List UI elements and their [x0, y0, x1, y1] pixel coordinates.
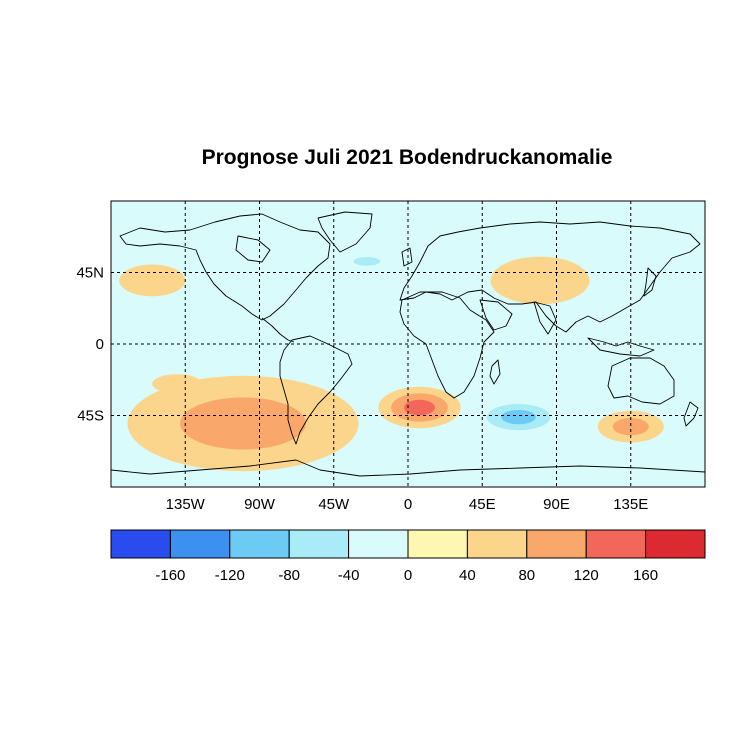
- anomaly-region-asia-high: [490, 256, 590, 305]
- anomaly-level-80: [180, 397, 306, 450]
- anomaly-level--80: [353, 257, 381, 266]
- colorbar-box: [407, 529, 468, 559]
- anomaly-level-80: [612, 417, 649, 436]
- anomaly-region-south-atlantic-high: [378, 386, 461, 429]
- colorbar-label: 80: [518, 567, 535, 584]
- map-frame: [110, 200, 706, 488]
- anomaly-level-40: [119, 264, 186, 297]
- lat-tick-label: 45S: [77, 408, 104, 425]
- colorbar-box: [169, 529, 231, 559]
- colorbar-label: 0: [404, 567, 412, 584]
- colorbar-labels: -160 -120 -80 -40 0 40 80 120 160: [155, 567, 658, 584]
- anomaly-level-120: [404, 399, 436, 416]
- colorbar-box: [110, 529, 171, 559]
- colorbar-box: [348, 529, 409, 559]
- colorbar-label: 40: [459, 567, 476, 584]
- lon-tick-label: 135W: [166, 496, 206, 513]
- lat-tick-label: 45N: [76, 265, 104, 282]
- colorbar-box: [288, 529, 350, 559]
- colorbar-box: [466, 529, 528, 559]
- anomaly-region-north-pacific-high: [119, 264, 186, 297]
- anomaly-level-40: [152, 374, 202, 394]
- colorbar-box: [645, 529, 706, 559]
- lat-tick-labels: 45N 0 45S: [76, 265, 104, 425]
- colorbar-box: [585, 529, 647, 559]
- lon-tick-label: 90E: [543, 496, 570, 513]
- lon-tick-label: 90W: [244, 496, 276, 513]
- colorbar-box: [526, 529, 587, 559]
- lon-tick-label: 45W: [318, 496, 350, 513]
- graticule: [111, 201, 705, 487]
- colorbar-label: -80: [278, 567, 300, 584]
- anomaly-level--120: [501, 409, 536, 425]
- colorbar-label: 160: [633, 567, 658, 584]
- lon-tick-label: 135E: [613, 496, 648, 513]
- lon-tick-labels: 135W 90W 45W 0 45E 90E 135E: [166, 496, 649, 513]
- lat-tick-label: 0: [96, 336, 104, 353]
- colorbar-label: -40: [338, 567, 360, 584]
- colorbar-label: -120: [215, 567, 245, 584]
- lon-tick-label: 45E: [469, 496, 496, 513]
- colorbar-label: -160: [155, 567, 185, 584]
- anomaly-region-north-atlantic-low: [342, 253, 392, 270]
- colorbar: [110, 529, 706, 559]
- map-panel: [111, 201, 705, 487]
- lon-tick-label: 0: [404, 496, 412, 513]
- colorbar-box: [229, 529, 290, 559]
- colorbar-label: 120: [574, 567, 599, 584]
- anomaly-region-australia-south-high: [597, 410, 664, 443]
- anomaly-region-tropical-pacific-high: [152, 374, 202, 394]
- anomaly-region-south-indian-low: [472, 398, 565, 437]
- anomaly-level-40: [490, 256, 590, 305]
- map-title: Prognose Juli 2021 Bodendruckanomalie: [202, 146, 613, 169]
